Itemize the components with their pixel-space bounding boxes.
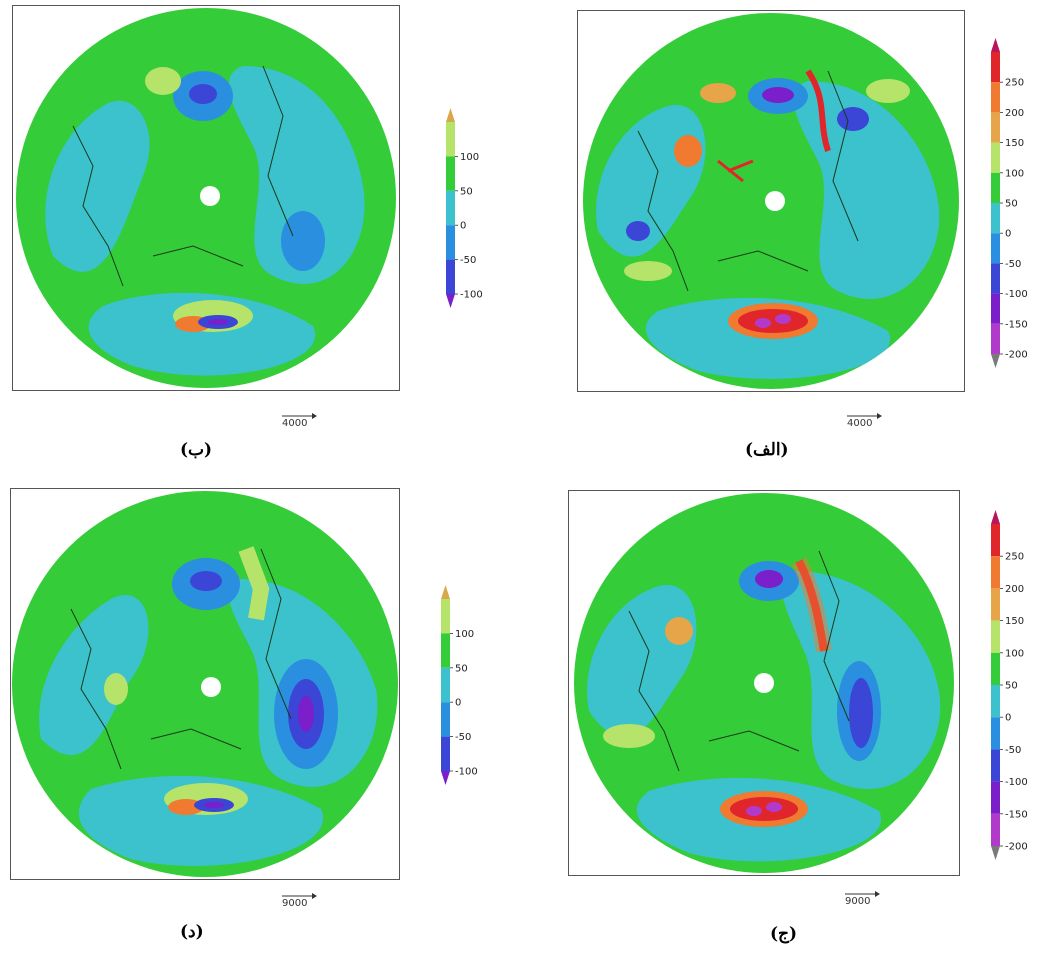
colorbar-tick-label: 0 [460, 221, 466, 232]
colorbar-segment [991, 263, 1000, 294]
ref-vector-arrow-b [282, 413, 317, 419]
colorbar-bottom-extension [991, 354, 1000, 368]
colorbar-segment [991, 203, 1000, 234]
colorbar-segment [446, 259, 455, 294]
colorbar-tick-label: 50 [1005, 199, 1018, 210]
colorbar-segment [991, 82, 1000, 113]
colorbar-tick-label: 0 [1005, 229, 1011, 240]
colorbar-tick-label: -50 [455, 732, 471, 743]
colorbar-segment [991, 293, 1000, 324]
colorbar-tick-label: 100 [1005, 648, 1024, 659]
colorbar-segment [991, 620, 1000, 653]
map-frame-b [12, 5, 400, 391]
polar-map-b [16, 8, 396, 388]
colorbar-tick-label: 100 [455, 629, 474, 640]
colorbar-tick-label: -100 [455, 767, 478, 778]
colorbar-segment [446, 122, 455, 157]
caption-alef: (الف) [745, 440, 789, 460]
ref-vector-label-jim: 9000 [845, 896, 871, 907]
colorbar-segment [441, 736, 450, 771]
ref-vector-arrow-dal [282, 893, 317, 899]
colorbar-tick-label: 200 [1005, 108, 1024, 119]
colorbar-tick-label: 150 [1005, 138, 1024, 149]
colorbar-top-extension [441, 585, 450, 599]
ref-vector-arrow-jim [845, 891, 880, 897]
ref-vector-label-alef: 4000 [847, 418, 873, 429]
ref-vector-label-dal: 9000 [282, 898, 308, 909]
colorbar-bottom-extension [991, 846, 1000, 860]
colorbar-tick-label: -100 [1005, 777, 1028, 788]
colorbar-segment [446, 190, 455, 226]
colorbar-segment [991, 112, 1000, 143]
colorbar-tick-label: 50 [1005, 681, 1018, 692]
colorbar-segment [991, 717, 1000, 750]
colorbar-tick-label: 250 [1005, 552, 1024, 563]
colorbar-tick-label: -50 [1005, 745, 1021, 756]
ref-vector-arrow-alef [847, 413, 882, 419]
colorbar-tick-label: -150 [1005, 809, 1028, 820]
colorbar-segment [991, 142, 1000, 173]
colorbar-tick-label: 50 [455, 663, 468, 674]
colorbar-segment [991, 588, 1000, 621]
colorbar-segment [991, 813, 1000, 846]
colorbar-tick-label: 50 [460, 186, 473, 197]
colorbar-tick-label: 0 [455, 698, 461, 709]
colorbar-segment [446, 156, 455, 191]
colorbar-bottom-extension [446, 294, 455, 308]
colorbar-tick-label: 100 [1005, 168, 1024, 179]
polar-map-dal [12, 491, 398, 877]
colorbar-top-extension [446, 108, 455, 122]
caption-jim: (ج) [770, 924, 798, 944]
colorbar-tick-label: 0 [1005, 713, 1011, 724]
colorbar-tick-label: -100 [460, 290, 483, 301]
colorbar-segment [991, 652, 1000, 685]
colorbar-segment [991, 172, 1000, 203]
colorbar-segment [441, 667, 450, 703]
caption-b: (ب) [180, 440, 213, 460]
colorbar-segment [446, 225, 455, 260]
caption-dal: (د) [180, 922, 204, 942]
colorbar-tick-label: 250 [1005, 78, 1024, 89]
colorbar-tick-label: 200 [1005, 584, 1024, 595]
polar-map-alef [583, 13, 959, 389]
colorbar-top-extension [991, 38, 1000, 52]
colorbar-segment [991, 233, 1000, 264]
colorbar-tick-label: -50 [460, 255, 476, 266]
map-frame-dal [10, 488, 400, 880]
map-frame-alef [577, 10, 965, 392]
colorbar-segment [441, 702, 450, 737]
polar-map-jim [574, 493, 954, 873]
colorbar-tick-label: 150 [1005, 616, 1024, 627]
colorbar-segment [991, 556, 1000, 589]
colorbar-tick-label: -200 [1005, 350, 1028, 361]
ref-vector-label-b: 4000 [282, 418, 308, 429]
colorbar-segment [991, 52, 1000, 83]
colorbar-segment [991, 323, 1000, 354]
colorbar-tick-label: 100 [460, 152, 479, 163]
colorbar-segment [991, 781, 1000, 814]
colorbar-tick-label: -150 [1005, 319, 1028, 330]
colorbar-segment [991, 524, 1000, 557]
map-frame-jim [568, 490, 960, 876]
colorbar-tick-label: -50 [1005, 259, 1021, 270]
colorbar-segment [441, 599, 450, 634]
colorbar-bottom-extension [441, 771, 450, 785]
colorbar-top-extension [991, 510, 1000, 524]
colorbar-tick-label: -200 [1005, 842, 1028, 853]
colorbar-segment [991, 685, 1000, 718]
colorbar-tick-label: -100 [1005, 289, 1028, 300]
colorbar-segment [441, 633, 450, 668]
colorbar-segment [991, 749, 1000, 782]
